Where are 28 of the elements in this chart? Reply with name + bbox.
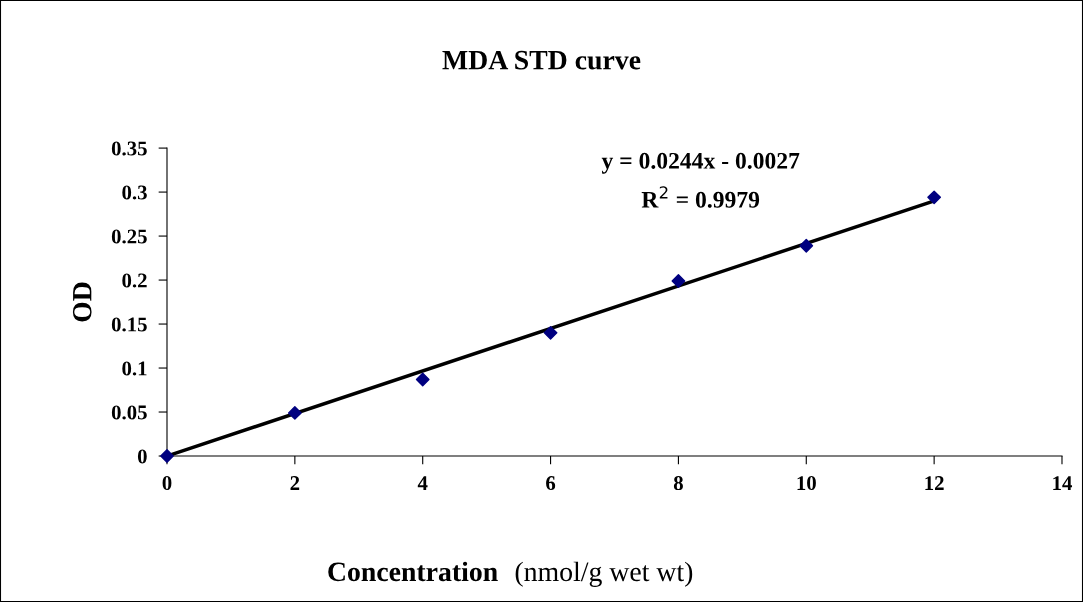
y-tick-label: 0.15: [111, 317, 147, 332]
chart-title: MDA STD curve: [442, 50, 641, 70]
annotation: y = 0.0244x - 0.0027: [601, 152, 800, 174]
y-tick-label: 0.2: [122, 273, 147, 288]
x-tick-label: 6: [546, 476, 556, 491]
x-tick-label: 10: [797, 476, 816, 491]
point: [415, 372, 430, 387]
x-axis-title: Concentration: [328, 561, 498, 582]
point: [287, 405, 302, 420]
y-tick-label: 0.05: [111, 405, 147, 420]
point: [799, 238, 814, 253]
x-tick-label: 4: [417, 476, 428, 490]
point: [543, 325, 558, 340]
x-tick-label: 14: [1053, 476, 1073, 490]
y-tick-label: 0.35: [111, 141, 147, 156]
text: (nmol/g wet wt): [515, 561, 693, 587]
x-tick-label: 8: [673, 476, 683, 491]
x-tick-label: 2: [290, 476, 300, 490]
x-tick-label: 0: [162, 476, 172, 491]
y-tick-label: 0.25: [111, 229, 147, 244]
annotation: R$^{2}$ = 0.9979: [641, 186, 760, 208]
y-tick-label: 0.3: [122, 185, 147, 200]
point: [671, 274, 686, 288]
y-tick-label: 0.1: [122, 361, 147, 376]
x-tick-label: 12: [925, 476, 944, 490]
y-axis-title: OD: [72, 282, 92, 322]
point: [927, 190, 942, 205]
y-tick-label: 0: [137, 449, 147, 464]
